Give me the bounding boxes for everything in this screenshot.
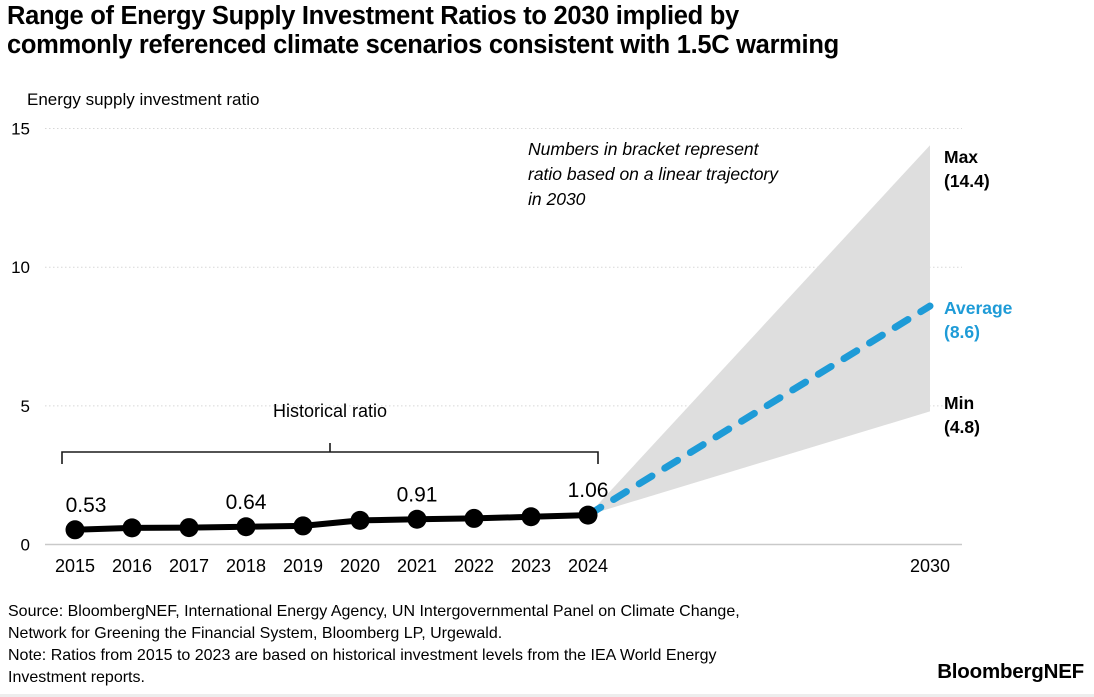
source-line1: Source: BloombergNEF, International Ener… [8, 603, 740, 620]
data-point-2020 [350, 510, 370, 530]
source-note-block: Source: BloombergNEF, International Ener… [8, 601, 740, 689]
projection-range-wedge [588, 145, 930, 516]
min-label-block: Min (4.8) [944, 391, 980, 439]
average-label-block: Average (8.6) [944, 296, 1012, 344]
data-point-2021 [407, 509, 427, 529]
y-tick-label-10: 10 [11, 258, 30, 277]
y-tick-label-0: 0 [21, 536, 30, 555]
annotation-line2: ratio based on a linear trajectory [528, 164, 778, 184]
x-tick-label-2017: 2017 [169, 556, 209, 576]
x-tick-label-2015: 2015 [55, 556, 95, 576]
x-tick-label-2024: 2024 [568, 556, 608, 576]
data-label-2018: 0.64 [226, 491, 267, 514]
data-point-2023 [521, 507, 541, 527]
x-tick-label-2030: 2030 [910, 556, 950, 576]
historical-ratio-label: Historical ratio [272, 401, 388, 421]
data-label-2021: 0.91 [397, 483, 438, 506]
data-point-2024 [578, 505, 598, 525]
x-tick-label-2020: 2020 [340, 556, 380, 576]
bloombergnef-logo: BloombergNEF [937, 660, 1084, 683]
data-point-2018 [236, 517, 256, 537]
y-axis-title: Energy supply investment ratio [27, 90, 260, 109]
y-tick-label-5: 5 [21, 397, 30, 416]
bracket-note-annotation: Numbers in bracket represent ratio based… [528, 137, 778, 212]
average-value: (8.6) [944, 322, 980, 342]
x-tick-label-2021: 2021 [397, 556, 437, 576]
chart-title-line1: Range of Energy Supply Investment Ratios… [7, 2, 739, 30]
max-label-block: Max (14.4) [944, 145, 990, 193]
annotation-line1: Numbers in bracket represent [528, 139, 759, 159]
x-tick-label-2023: 2023 [511, 556, 551, 576]
data-point-2017 [179, 518, 199, 538]
data-label-2015: 0.53 [66, 494, 107, 517]
data-point-2016 [122, 518, 142, 538]
note-line2: Investment reports. [8, 669, 145, 686]
source-line2: Network for Greening the Financial Syste… [8, 625, 503, 642]
x-tick-label-2016: 2016 [112, 556, 152, 576]
chart-title: Range of Energy Supply Investment Ratios… [7, 2, 839, 60]
data-label-2024: 1.06 [568, 479, 609, 502]
y-tick-label-15: 15 [11, 120, 30, 139]
historical-ratio-line [74, 512, 589, 533]
min-value: (4.8) [944, 417, 980, 437]
chart-title-line2: commonly referenced climate scenarios co… [7, 31, 839, 59]
data-point-2019 [293, 516, 313, 536]
note-line1: Note: Ratios from 2015 to 2023 are based… [8, 647, 717, 664]
data-point-2022 [464, 508, 484, 528]
x-tick-label-2019: 2019 [283, 556, 323, 576]
annotation-line3: in 2030 [528, 189, 586, 209]
max-value: (14.4) [944, 171, 990, 191]
x-tick-label-2018: 2018 [226, 556, 266, 576]
x-tick-label-2022: 2022 [454, 556, 494, 576]
average-projection-line [584, 302, 934, 519]
min-label: Min [944, 393, 975, 413]
historical-ratio-bracket [61, 443, 599, 464]
max-label: Max [944, 147, 979, 167]
data-point-2015 [65, 520, 85, 540]
average-label: Average [944, 298, 1013, 318]
